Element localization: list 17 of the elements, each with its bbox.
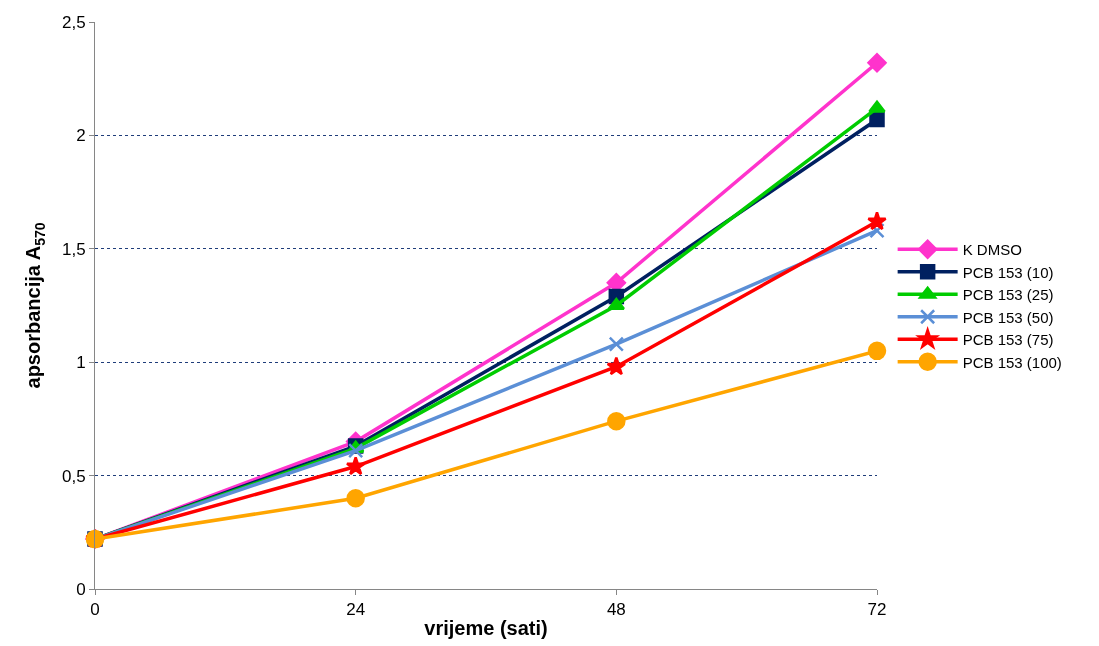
x-tick-label: 0 [90,600,100,620]
y-tick-label: 1 [76,353,86,373]
y-tick-label: 2 [76,126,86,146]
legend-label: PCB 153 (75) [962,331,1054,349]
legend-label: K DMSO [962,241,1022,259]
y-tick-label: 0,5 [61,466,86,486]
x-axis-title: vrijeme (sati) [424,616,548,639]
legend-label: PCB 153 (100) [962,353,1062,371]
y-tick-label: 1,5 [61,239,86,259]
x-tick-label: 24 [346,600,366,620]
legend-label: PCB 153 (25) [962,286,1054,304]
x-tick-label: 48 [606,600,626,620]
y-tick-label: 0 [76,579,86,599]
legend-label: PCB 153 (50) [962,308,1054,326]
legend-label: PCB 153 (10) [962,263,1054,281]
x-tick-label: 72 [867,600,887,620]
y-tick-label: 2,5 [61,12,86,32]
